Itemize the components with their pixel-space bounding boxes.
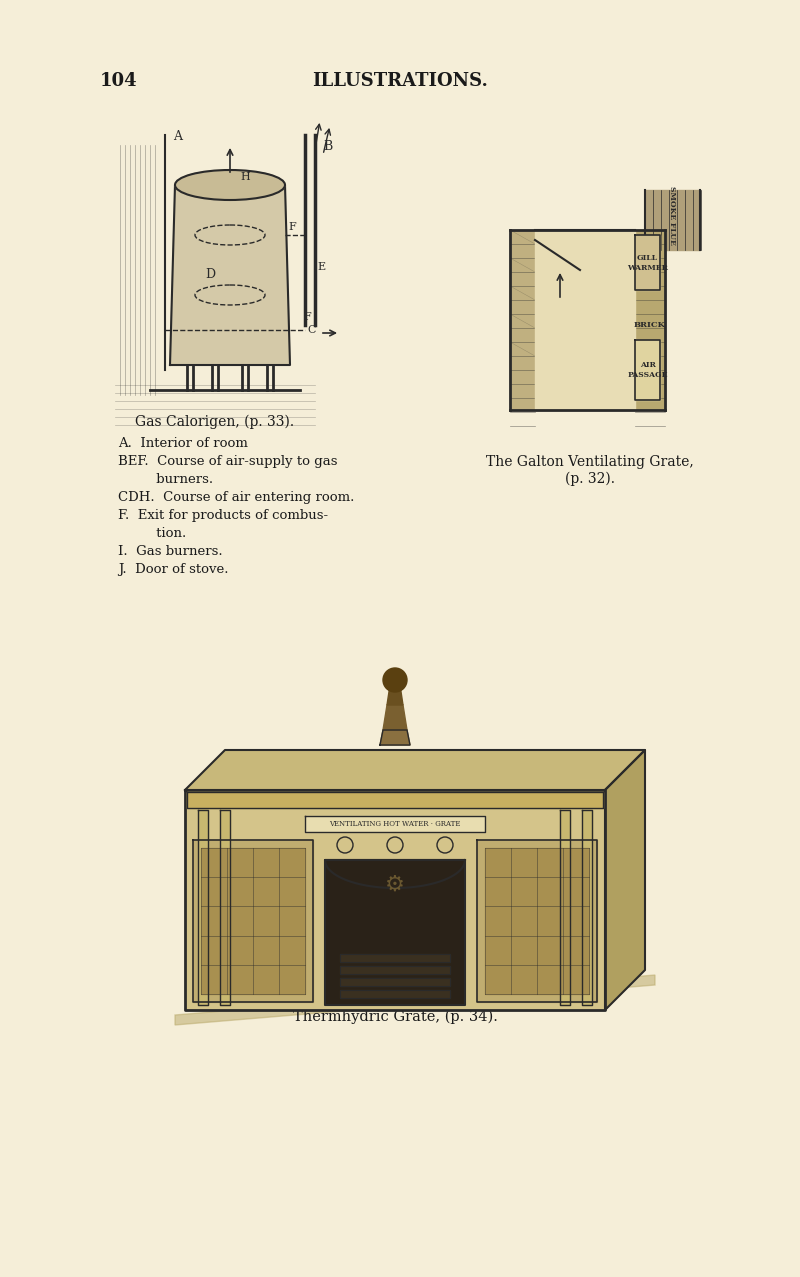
Polygon shape <box>645 190 700 250</box>
Text: 104: 104 <box>100 72 138 89</box>
Text: C: C <box>307 326 315 335</box>
Polygon shape <box>387 684 403 705</box>
Text: VENTILATING HOT WATER · GRATE: VENTILATING HOT WATER · GRATE <box>330 820 461 827</box>
Circle shape <box>383 668 407 692</box>
Text: AIR: AIR <box>639 361 655 369</box>
Polygon shape <box>380 730 410 744</box>
Text: J.  Door of stove.: J. Door of stove. <box>118 563 229 576</box>
Polygon shape <box>185 790 605 1010</box>
Text: F: F <box>303 312 310 322</box>
Polygon shape <box>187 792 603 808</box>
Polygon shape <box>325 859 465 1005</box>
Polygon shape <box>635 235 660 290</box>
Text: CDH.  Course of air entering room.: CDH. Course of air entering room. <box>118 490 354 504</box>
Polygon shape <box>635 230 665 410</box>
Text: Gas Calorigen, (p. 33).: Gas Calorigen, (p. 33). <box>135 415 294 429</box>
Polygon shape <box>510 230 535 410</box>
Text: A.  Interior of room: A. Interior of room <box>118 437 248 450</box>
Text: H: H <box>240 172 250 183</box>
Polygon shape <box>201 848 305 994</box>
Text: Thermhydric Grate, (p. 34).: Thermhydric Grate, (p. 34). <box>293 1010 498 1024</box>
Text: WARMER: WARMER <box>627 263 668 272</box>
Text: F.  Exit for products of combus-: F. Exit for products of combus- <box>118 510 328 522</box>
Polygon shape <box>477 840 597 1002</box>
Circle shape <box>337 836 353 853</box>
Text: BRICK: BRICK <box>634 321 666 329</box>
Polygon shape <box>535 230 635 410</box>
Text: I.  Gas burners.: I. Gas burners. <box>118 545 222 558</box>
Polygon shape <box>220 810 230 1005</box>
Polygon shape <box>560 810 570 1005</box>
Polygon shape <box>605 750 645 1010</box>
Circle shape <box>437 836 453 853</box>
Polygon shape <box>170 185 290 365</box>
Polygon shape <box>383 705 407 730</box>
Text: D: D <box>205 268 215 281</box>
Polygon shape <box>340 978 450 986</box>
Polygon shape <box>485 848 589 994</box>
Ellipse shape <box>175 170 285 200</box>
Text: BEF.  Course of air-supply to gas: BEF. Course of air-supply to gas <box>118 455 338 467</box>
Text: burners.: burners. <box>118 472 213 487</box>
Polygon shape <box>193 840 313 1002</box>
Circle shape <box>387 836 403 853</box>
Text: SMOKE FLUE: SMOKE FLUE <box>668 185 676 244</box>
Polygon shape <box>175 976 655 1025</box>
Text: E: E <box>317 262 325 272</box>
Polygon shape <box>305 816 485 833</box>
Text: GILL: GILL <box>637 254 658 262</box>
Text: A: A <box>174 130 182 143</box>
Polygon shape <box>198 810 208 1005</box>
Text: (p. 32).: (p. 32). <box>565 472 615 487</box>
Polygon shape <box>340 990 450 999</box>
Polygon shape <box>340 965 450 974</box>
Text: PASSAGE: PASSAGE <box>627 372 668 379</box>
Text: tion.: tion. <box>118 527 186 540</box>
Polygon shape <box>582 810 592 1005</box>
Text: The Galton Ventilating Grate,: The Galton Ventilating Grate, <box>486 455 694 469</box>
Polygon shape <box>185 750 645 790</box>
Text: F: F <box>288 222 296 232</box>
Polygon shape <box>340 954 450 962</box>
Text: B: B <box>323 140 332 153</box>
Text: ILLUSTRATIONS.: ILLUSTRATIONS. <box>312 72 488 89</box>
Polygon shape <box>635 340 660 400</box>
Text: ⚙: ⚙ <box>385 875 405 895</box>
